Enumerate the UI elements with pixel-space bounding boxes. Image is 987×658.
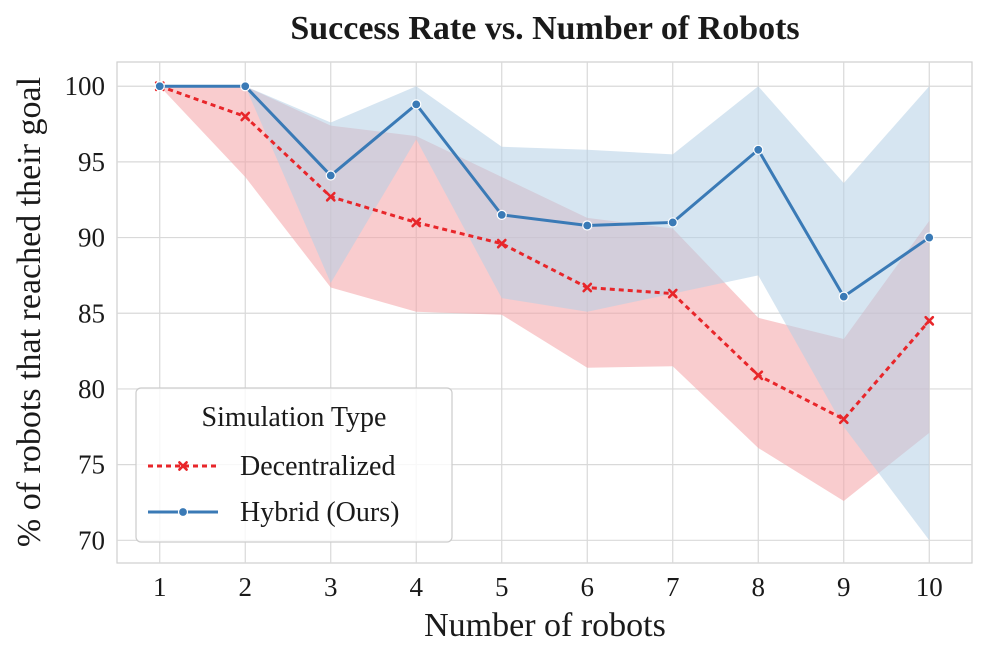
x-tick-labels: 1 2 3 4 5 6 7 8 9 10 — [153, 572, 943, 602]
legend: Simulation Type Decentralized Hybrid (Our… — [135, 387, 453, 543]
legend-label: Decentralized — [240, 451, 395, 482]
y-tick-label: 100 — [65, 71, 106, 101]
data-point — [582, 220, 593, 231]
x-tick-label: 4 — [410, 572, 424, 602]
x-tick-label: 2 — [239, 572, 253, 602]
y-tick-label: 75 — [78, 450, 105, 480]
data-point — [154, 81, 165, 92]
x-tick-label: 5 — [495, 572, 509, 602]
confidence-band — [159, 86, 930, 541]
data-point — [753, 144, 764, 155]
series-line — [159, 84, 931, 422]
y-tick-label: 85 — [78, 298, 105, 328]
series-line — [159, 84, 931, 299]
data-point — [496, 209, 507, 220]
x-tick-label: 3 — [324, 572, 338, 602]
x-tick-label: 7 — [666, 572, 680, 602]
y-tick-label: 80 — [78, 374, 105, 404]
data-point — [240, 81, 251, 92]
x-tick-label: 1 — [153, 572, 167, 602]
data-point — [411, 217, 422, 228]
series-markers — [154, 81, 935, 425]
y-tick-labels: 70 75 80 85 90 95 100 — [65, 71, 106, 555]
x-axis-label: Number of robots — [424, 607, 666, 644]
data-point — [667, 288, 678, 299]
legend-box — [135, 387, 453, 543]
confidence-bands — [159, 86, 930, 541]
data-point — [753, 370, 764, 381]
legend-entries: Decentralized Hybrid (Ours) — [148, 451, 399, 528]
data-point — [177, 506, 189, 518]
y-tick-label: 70 — [78, 525, 105, 555]
legend-label: Hybrid (Ours) — [240, 497, 399, 528]
x-tick-label: 9 — [837, 572, 851, 602]
data-point — [582, 282, 593, 293]
data-point — [496, 238, 507, 249]
data-point — [411, 99, 422, 110]
data-point — [924, 232, 935, 243]
data-point — [178, 461, 188, 471]
data-point — [838, 291, 849, 302]
data-point — [838, 414, 849, 425]
data-point — [240, 111, 251, 122]
x-tick-label: 6 — [581, 572, 595, 602]
data-point — [667, 217, 678, 228]
data-point — [325, 191, 336, 202]
y-tick-label: 95 — [78, 147, 105, 177]
legend-title: Simulation Type — [202, 402, 387, 433]
chart-title: Success Rate vs. Number of Robots — [290, 10, 799, 47]
x-tick-label: 10 — [916, 572, 943, 602]
data-point — [924, 315, 935, 326]
y-tick-label: 90 — [78, 223, 105, 253]
x-tick-label: 8 — [752, 572, 766, 602]
series-lines — [159, 84, 931, 422]
data-point — [325, 170, 336, 181]
y-axis-label: % of robots that reached their goal — [11, 77, 48, 547]
